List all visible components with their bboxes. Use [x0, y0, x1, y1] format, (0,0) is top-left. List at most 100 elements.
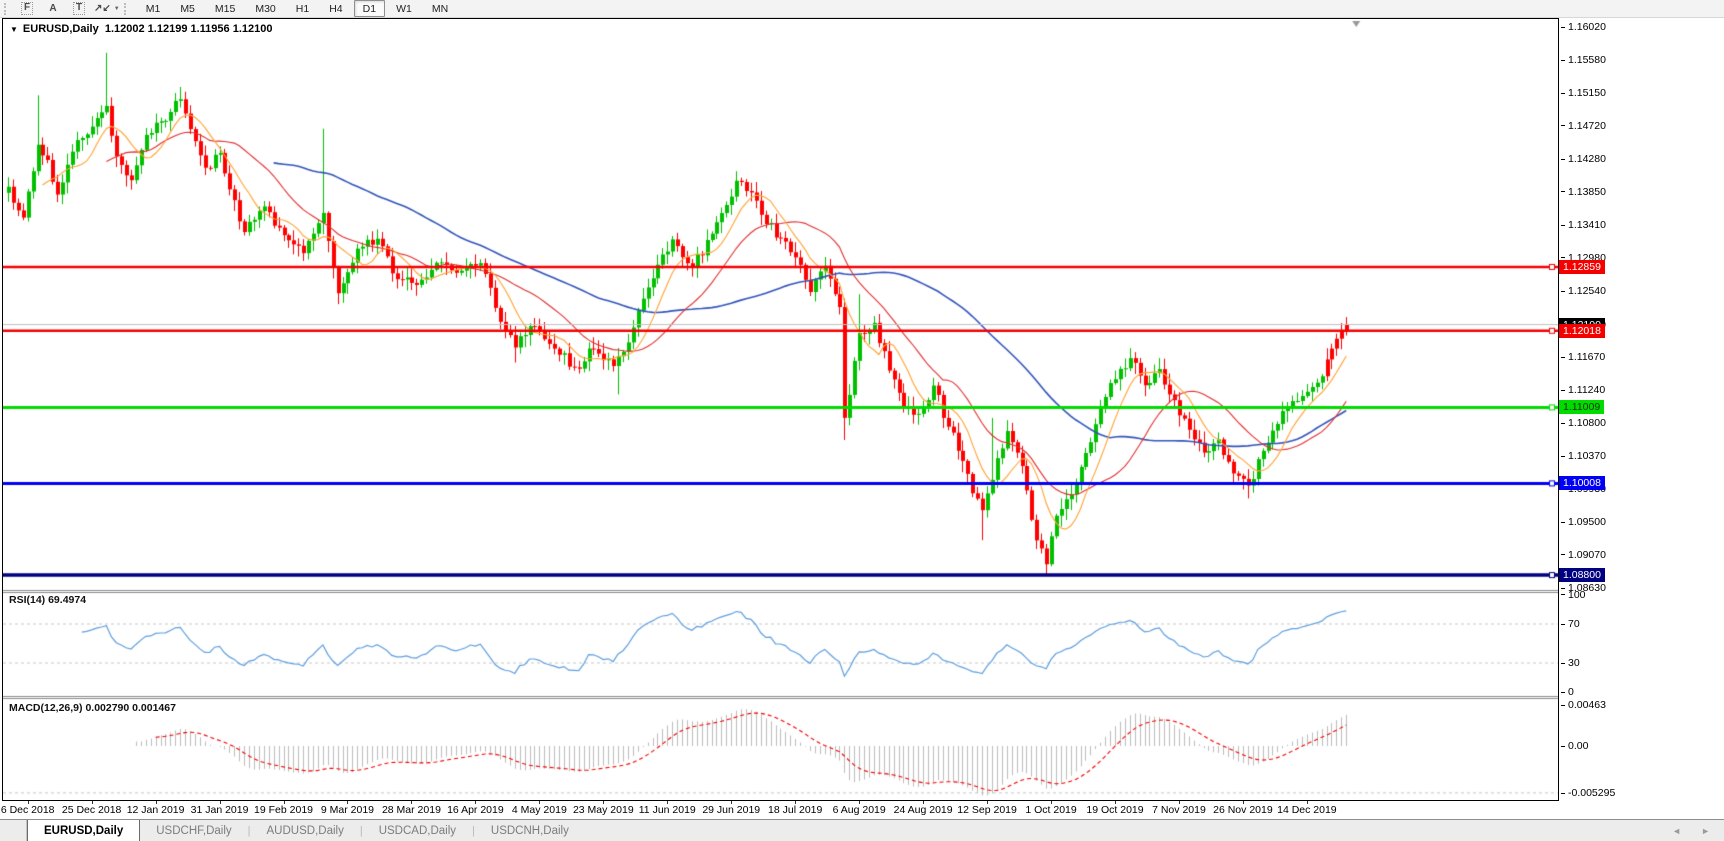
collapse-icon[interactable]: ▼ [10, 25, 18, 34]
date-label: 1 Oct 2019 [1025, 804, 1077, 816]
date-label: 6 Aug 2019 [832, 804, 886, 816]
timeframe-button-d1[interactable]: D1 [353, 0, 386, 17]
macd-tick: 0.00 [1561, 740, 1588, 752]
time-tick [347, 801, 349, 804]
price-tick: 1.15150 [1561, 87, 1606, 99]
time-tick [155, 801, 157, 804]
date-label: 11 Jun 2019 [638, 804, 696, 816]
tab-scroll-right-icon[interactable]: ► [1701, 825, 1710, 836]
time-tick [1306, 801, 1308, 804]
time-tick [27, 801, 29, 804]
tab-separator: | [359, 824, 363, 837]
time-tick [91, 801, 93, 804]
tab-separator: | [247, 824, 251, 837]
label-tool-icon[interactable]: A [42, 1, 64, 17]
timeframe-button-m1[interactable]: M1 [145, 2, 161, 15]
date-label: 18 Jul 2019 [768, 804, 823, 816]
chart-tab-usdcad[interactable]: USDCAD,Daily [378, 824, 457, 837]
rsi-tick: 0 [1561, 686, 1574, 698]
symbol-period-label: EURUSD,Daily [22, 23, 99, 35]
time-tick [283, 801, 285, 804]
time-tick [475, 801, 477, 804]
time-tick [1115, 801, 1116, 804]
price-tick: 1.13850 [1561, 186, 1606, 198]
date-label: 7 Nov 2019 [1152, 804, 1206, 816]
time-tick [1242, 801, 1244, 804]
macd-label: MACD(12,26,9) 0.002790 0.001467 [9, 702, 176, 714]
text-tool-icon: T [72, 2, 86, 15]
time-tick [795, 801, 797, 804]
cursor-tool-icon[interactable]: ↗↙ ▼ [94, 1, 120, 17]
toolbar-gripper [4, 2, 10, 15]
hline-price-badge: 1.12859 [1559, 259, 1605, 274]
price-tick: 1.11240 [1561, 384, 1605, 396]
dropdown-caret-icon[interactable]: ▼ [113, 5, 120, 12]
timeframe-button-m30[interactable]: M30 [255, 2, 276, 15]
price-tick: 1.12540 [1561, 285, 1606, 297]
timeframe-button-h1[interactable]: H1 [295, 2, 310, 15]
hline-price-badge: 1.12018 [1559, 323, 1605, 338]
ohlc-high: 1.12199 [147, 23, 188, 35]
time-tick [411, 801, 413, 804]
toolbar-gripper [123, 2, 130, 15]
date-label: 28 Mar 2019 [381, 804, 441, 816]
time-tick [859, 801, 861, 804]
ohlc-low: 1.11956 [190, 23, 230, 35]
date-label: 19 Feb 2019 [254, 804, 313, 816]
timeframe-button-w1[interactable]: W1 [396, 2, 412, 15]
price-tick: 1.13410 [1561, 219, 1606, 231]
price-tick: 1.14720 [1561, 120, 1606, 132]
chart-plot-area[interactable] [2, 18, 1559, 801]
chart-tabbar: EURUSD,Daily USDCHF,Daily | AUDUSD,Daily | US… [0, 819, 1724, 841]
timeframe-button-mn[interactable]: MN [431, 2, 449, 15]
template-f-icon[interactable]: F [16, 1, 38, 17]
rsi-tick: 30 [1561, 657, 1580, 669]
date-label: 25 Dec 2018 [61, 804, 122, 816]
ohlc-open: 1.12002 [104, 23, 145, 35]
timeframe-button-m5[interactable]: M5 [180, 2, 195, 15]
ohlc-close: 1.12100 [232, 23, 273, 35]
chart-tab-eurusd[interactable]: EURUSD,Daily [27, 820, 141, 841]
cursor-tool-icon: ↗↙ [94, 3, 111, 14]
time-tick [1051, 801, 1053, 804]
date-label: 31 Jan 2019 [190, 804, 249, 816]
date-label: 4 May 2019 [511, 804, 567, 816]
time-tick [603, 801, 605, 804]
date-label: 24 Aug 2019 [893, 804, 953, 816]
time-tick [731, 801, 733, 804]
chart-tab-usdchf[interactable]: USDCHF,Daily [156, 824, 232, 837]
date-label: 6 Dec 2018 [0, 804, 55, 816]
price-axis[interactable]: 1.16020 1.15580 1.15150 1.14720 1.14280 1.138… [1559, 18, 1724, 801]
tab-separator: | [472, 824, 475, 837]
timeframe-button-m15[interactable]: M15 [214, 2, 236, 15]
date-label: 9 Mar 2019 [320, 804, 375, 816]
hline-price-badge: 1.11009 [1559, 400, 1605, 415]
chart-canvas[interactable] [3, 19, 1558, 800]
chart-tab-usdcnh[interactable]: USDCNH,Daily [490, 824, 569, 837]
timeframe-button-h4[interactable]: H4 [329, 2, 343, 15]
price-tick: 1.10800 [1561, 417, 1606, 429]
time-tick [667, 801, 669, 804]
toolbar: F A T ↗↙ ▼ M1 M5 M15 M30 H1 H4 D1 W1 MN [0, 0, 1724, 18]
tabbar-spacer [0, 820, 27, 841]
rsi-label: RSI(14) 69.4974 [9, 594, 87, 606]
chart-title: ▼ EURUSD,Daily 1.12002 1.12199 1.11956 1.… [10, 23, 272, 35]
tab-scroll-left-icon[interactable]: ◄ [1672, 825, 1682, 836]
time-axis[interactable]: 6 Dec 2018 25 Dec 2018 12 Jan 2019 31 Jan 2… [0, 801, 1724, 819]
time-tick [539, 801, 541, 804]
label-tool-icon: A [49, 3, 57, 14]
date-label: 26 Nov 2019 [1213, 804, 1273, 816]
date-label: 16 Apr 2019 [447, 804, 504, 816]
rsi-tick: 70 [1561, 618, 1580, 630]
price-tick: 1.16020 [1561, 21, 1606, 33]
date-label: 23 May 2019 [572, 804, 634, 816]
time-tick [1178, 801, 1180, 804]
hline-price-badge: 1.10008 [1559, 476, 1605, 491]
text-tool-icon[interactable]: T [68, 1, 90, 17]
hline-price-badge: 1.08800 [1559, 568, 1605, 583]
chart-tab-audusd[interactable]: AUDUSD,Daily [266, 824, 344, 837]
price-tick: 1.10370 [1561, 450, 1606, 462]
macd-tick: -0.005295 [1561, 787, 1615, 799]
time-tick [219, 801, 221, 804]
